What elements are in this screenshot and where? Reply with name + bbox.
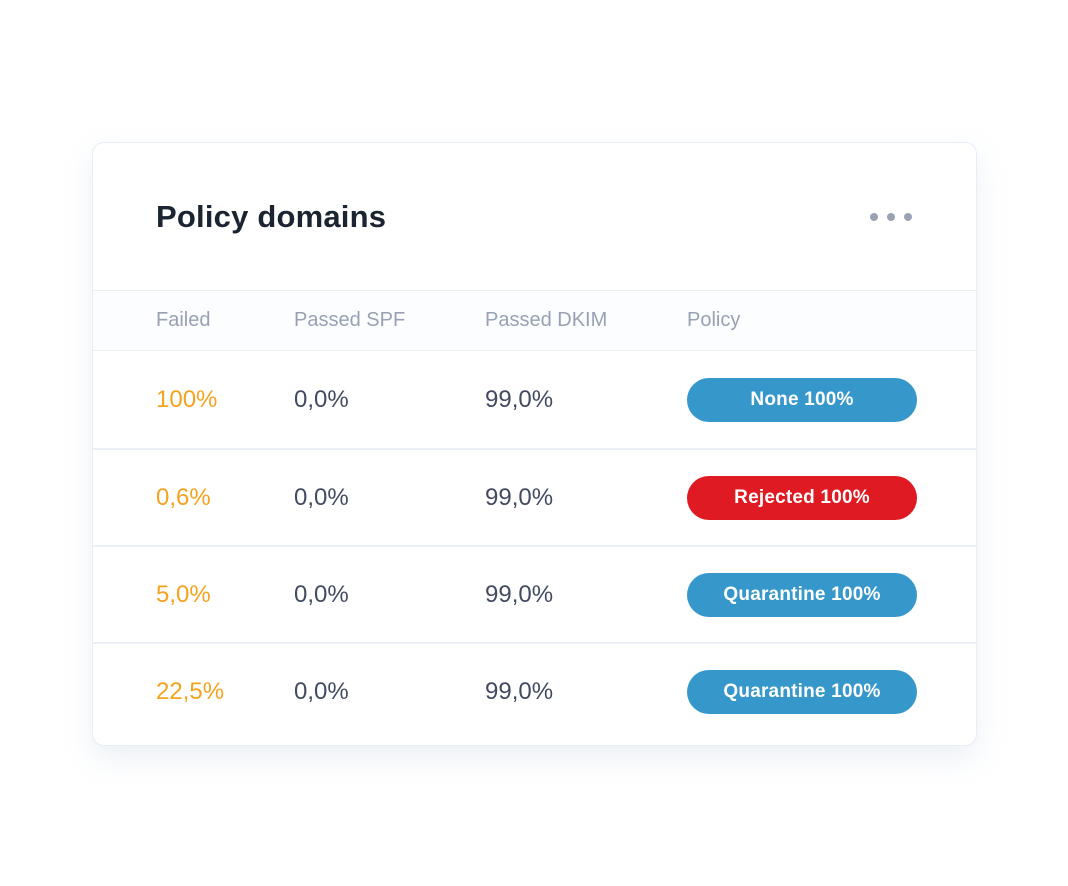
table-row: 100% 0,0% 99,0% None 100% [93, 351, 976, 448]
table-row: 0,6% 0,0% 99,0% Rejected 100% [93, 448, 976, 545]
column-header-policy: Policy [687, 309, 741, 331]
policy-badge[interactable]: Rejected 100% [687, 475, 917, 520]
more-menu-button[interactable] [866, 203, 916, 231]
policy-badge[interactable]: None 100% [687, 377, 917, 422]
card-header: Policy domains [93, 143, 976, 290]
cell-passed-dkim: 99,0% [485, 385, 554, 413]
column-header-passed-dkim: Passed DKIM [485, 309, 608, 331]
page-title: Policy domains [156, 198, 387, 234]
policy-badge[interactable]: Quarantine 100% [687, 669, 917, 714]
column-header-failed: Failed [156, 309, 211, 331]
cell-passed-spf: 0,0% [294, 483, 349, 511]
table-row: 22,5% 0,0% 99,0% Quarantine 100% [93, 642, 976, 739]
policy-badge[interactable]: Quarantine 100% [687, 572, 917, 617]
column-header-passed-spf: Passed SPF [294, 309, 406, 331]
cell-failed: 5,0% [156, 580, 211, 608]
ellipsis-icon [887, 212, 895, 221]
policy-domains-card: Policy domains Failed Passed SPF Passed … [92, 142, 977, 746]
cell-passed-spf: 0,0% [294, 677, 349, 705]
ellipsis-icon [904, 212, 912, 221]
cell-passed-spf: 0,0% [294, 580, 349, 608]
cell-passed-dkim: 99,0% [485, 677, 554, 705]
cell-failed: 22,5% [156, 677, 225, 705]
cell-passed-spf: 0,0% [294, 385, 349, 413]
table-header-row: Failed Passed SPF Passed DKIM Policy [93, 290, 976, 351]
table-row: 5,0% 0,0% 99,0% Quarantine 100% [93, 545, 976, 642]
cell-passed-dkim: 99,0% [485, 580, 554, 608]
ellipsis-icon [870, 212, 878, 221]
cell-failed: 100% [156, 385, 218, 413]
cell-failed: 0,6% [156, 483, 211, 511]
cell-passed-dkim: 99,0% [485, 483, 554, 511]
